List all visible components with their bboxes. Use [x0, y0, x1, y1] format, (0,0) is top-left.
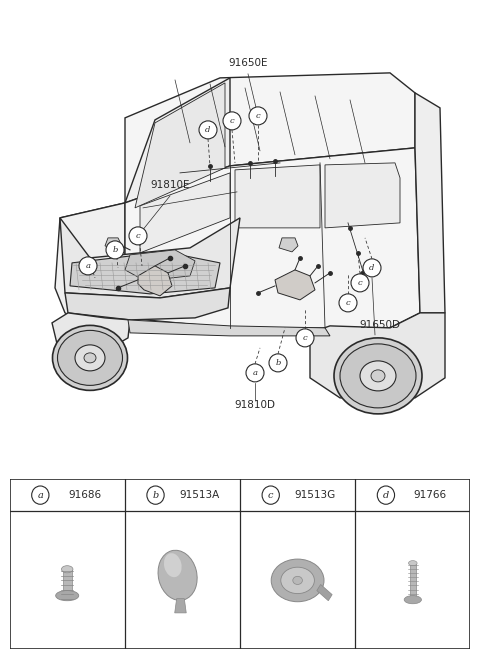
Ellipse shape — [371, 370, 385, 382]
Polygon shape — [52, 313, 130, 363]
Polygon shape — [410, 563, 416, 598]
Circle shape — [147, 486, 164, 504]
Polygon shape — [138, 266, 172, 296]
Text: b: b — [276, 359, 281, 367]
Polygon shape — [317, 584, 332, 601]
Circle shape — [223, 112, 241, 130]
Ellipse shape — [158, 550, 197, 600]
Ellipse shape — [84, 353, 96, 363]
Polygon shape — [135, 83, 225, 208]
Ellipse shape — [293, 577, 302, 584]
Polygon shape — [70, 252, 220, 294]
Polygon shape — [235, 165, 320, 228]
Circle shape — [296, 329, 314, 347]
Polygon shape — [140, 173, 230, 253]
Polygon shape — [415, 93, 445, 313]
Text: 91650E: 91650E — [228, 58, 268, 68]
Circle shape — [351, 274, 369, 292]
Ellipse shape — [360, 361, 396, 391]
Polygon shape — [55, 203, 125, 328]
Ellipse shape — [340, 344, 416, 408]
Circle shape — [249, 107, 267, 125]
Text: 91650D: 91650D — [360, 320, 400, 330]
Circle shape — [79, 257, 97, 275]
Ellipse shape — [164, 553, 181, 577]
Polygon shape — [65, 288, 230, 320]
Polygon shape — [275, 270, 315, 300]
Text: d: d — [383, 491, 389, 500]
Text: 91513G: 91513G — [294, 490, 336, 500]
Ellipse shape — [75, 345, 105, 371]
Polygon shape — [125, 148, 420, 328]
Polygon shape — [60, 166, 240, 258]
Text: b: b — [112, 246, 118, 254]
Ellipse shape — [334, 338, 422, 414]
Text: c: c — [256, 112, 260, 120]
Circle shape — [199, 121, 217, 139]
Text: c: c — [229, 117, 234, 125]
Text: 91686: 91686 — [68, 490, 101, 500]
Polygon shape — [279, 238, 298, 252]
Text: 91513A: 91513A — [180, 490, 220, 500]
Ellipse shape — [408, 561, 417, 565]
Polygon shape — [125, 73, 415, 203]
Ellipse shape — [61, 565, 73, 573]
Circle shape — [129, 227, 147, 245]
Text: c: c — [268, 491, 274, 500]
Ellipse shape — [58, 331, 122, 385]
Text: a: a — [85, 262, 91, 270]
Ellipse shape — [271, 559, 324, 602]
Circle shape — [246, 364, 264, 382]
Circle shape — [269, 354, 287, 372]
Text: c: c — [358, 279, 362, 287]
Polygon shape — [325, 163, 400, 228]
Circle shape — [262, 486, 279, 504]
Ellipse shape — [52, 325, 128, 390]
Text: a: a — [252, 369, 257, 377]
Polygon shape — [125, 250, 195, 281]
Text: 91766: 91766 — [413, 490, 447, 500]
Ellipse shape — [281, 567, 314, 594]
Text: c: c — [136, 232, 140, 240]
Polygon shape — [128, 320, 330, 336]
Circle shape — [32, 486, 49, 504]
Text: b: b — [152, 491, 159, 500]
Text: a: a — [37, 491, 43, 500]
Polygon shape — [125, 78, 230, 203]
Polygon shape — [60, 218, 240, 298]
Polygon shape — [175, 599, 186, 613]
Text: c: c — [346, 299, 350, 307]
Text: 91810D: 91810D — [235, 400, 276, 410]
Polygon shape — [63, 569, 72, 594]
Text: c: c — [302, 334, 307, 342]
Text: d: d — [369, 264, 375, 272]
Circle shape — [363, 259, 381, 277]
Text: d: d — [205, 126, 211, 134]
Polygon shape — [105, 238, 122, 250]
Ellipse shape — [404, 596, 421, 604]
Circle shape — [377, 486, 395, 504]
Circle shape — [106, 241, 124, 259]
Text: 91810E: 91810E — [150, 180, 190, 190]
Polygon shape — [310, 313, 445, 398]
Ellipse shape — [56, 590, 79, 601]
Circle shape — [339, 294, 357, 312]
